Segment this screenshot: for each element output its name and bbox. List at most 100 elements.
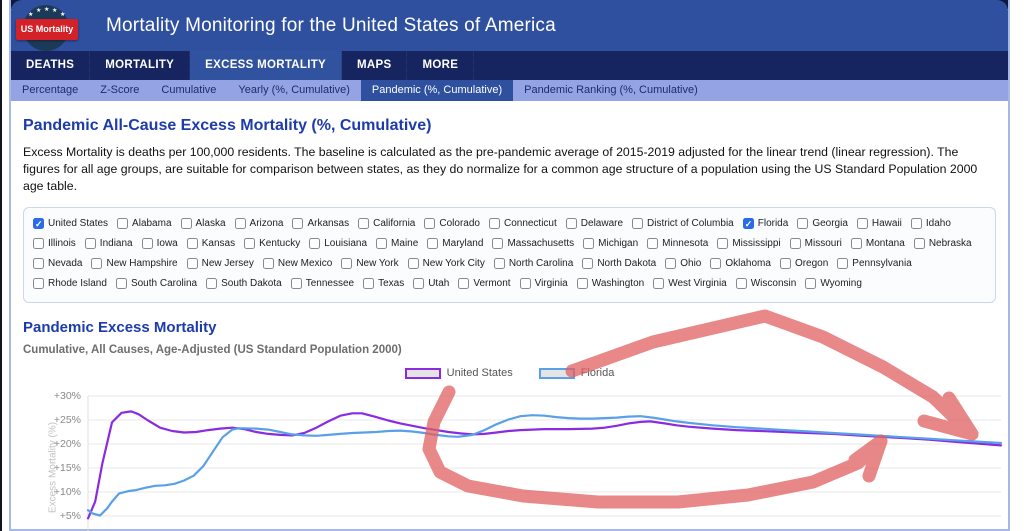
- unchecked-checkbox-icon[interactable]: [262, 258, 274, 269]
- unchecked-checkbox-icon[interactable]: [407, 258, 419, 269]
- unchecked-checkbox-icon[interactable]: [856, 218, 868, 229]
- unchecked-checkbox-icon[interactable]: [309, 238, 321, 249]
- state-checkbox-north-dakota[interactable]: North Dakota: [582, 255, 656, 272]
- unchecked-checkbox-icon[interactable]: [33, 238, 44, 249]
- state-checkbox-south-carolina[interactable]: South Carolina: [115, 275, 197, 292]
- state-checkbox-oregon[interactable]: Oregon: [779, 255, 828, 272]
- state-checkbox-maryland[interactable]: Maryland: [427, 235, 483, 252]
- unchecked-checkbox-icon[interactable]: [910, 218, 922, 229]
- state-checkbox-virginia[interactable]: Virginia: [519, 275, 568, 292]
- unchecked-checkbox-icon[interactable]: [180, 218, 192, 229]
- state-checkbox-arkansas[interactable]: Arkansas: [292, 215, 349, 232]
- state-checkbox-minnesota[interactable]: Minnesota: [647, 235, 708, 252]
- state-checkbox-united-states[interactable]: United States: [33, 215, 108, 233]
- unchecked-checkbox-icon[interactable]: [84, 238, 96, 249]
- unchecked-checkbox-icon[interactable]: [582, 258, 594, 269]
- state-checkbox-oklahoma[interactable]: Oklahoma: [710, 255, 771, 272]
- legend-item-united-states[interactable]: United States: [404, 367, 513, 379]
- unchecked-checkbox-icon[interactable]: [206, 278, 218, 289]
- unchecked-checkbox-icon[interactable]: [376, 238, 388, 249]
- unchecked-checkbox-icon[interactable]: [33, 278, 44, 289]
- state-checkbox-connecticut[interactable]: Connecticut: [488, 215, 557, 232]
- state-checkbox-north-carolina[interactable]: North Carolina: [493, 255, 573, 272]
- state-checkbox-mississippi[interactable]: Mississippi: [717, 235, 781, 252]
- nav-item-more[interactable]: MORE: [407, 51, 475, 80]
- state-checkbox-iowa[interactable]: Iowa: [141, 235, 178, 252]
- state-checkbox-missouri[interactable]: Missouri: [789, 235, 842, 252]
- state-checkbox-pennsylvania[interactable]: Pennsylvania: [837, 255, 912, 272]
- state-checkbox-nevada[interactable]: Nevada: [33, 255, 82, 272]
- state-checkbox-texas[interactable]: Texas: [363, 275, 404, 292]
- checked-checkbox-icon[interactable]: [33, 216, 44, 233]
- subnav-tab-cumulative[interactable]: Cumulative: [161, 84, 217, 96]
- state-checkbox-massachusetts[interactable]: Massachusetts: [492, 235, 574, 252]
- unchecked-checkbox-icon[interactable]: [33, 258, 44, 269]
- state-checkbox-west-virginia[interactable]: West Virginia: [653, 275, 727, 292]
- unchecked-checkbox-icon[interactable]: [797, 218, 809, 229]
- state-checkbox-new-york-city[interactable]: New York City: [407, 255, 485, 272]
- state-checkbox-idaho[interactable]: Idaho: [910, 215, 951, 232]
- subnav-tab-pandemic-cumulative-[interactable]: Pandemic (%, Cumulative): [360, 80, 514, 101]
- unchecked-checkbox-icon[interactable]: [583, 238, 595, 249]
- nav-item-deaths[interactable]: DEATHS: [11, 51, 91, 80]
- unchecked-checkbox-icon[interactable]: [234, 218, 246, 229]
- state-checkbox-florida[interactable]: Florida: [742, 215, 788, 233]
- state-checkbox-alaska[interactable]: Alaska: [180, 215, 226, 232]
- subnav-tab-z-score[interactable]: Z-Score: [100, 84, 140, 96]
- state-checkbox-arizona[interactable]: Arizona: [234, 215, 283, 232]
- state-checkbox-rhode-island[interactable]: Rhode Island: [33, 275, 107, 292]
- state-checkbox-new-jersey[interactable]: New Jersey: [186, 255, 254, 272]
- unchecked-checkbox-icon[interactable]: [186, 258, 198, 269]
- subnav-tab-yearly-cumulative-[interactable]: Yearly (%, Cumulative): [238, 84, 350, 96]
- state-checkbox-delaware[interactable]: Delaware: [565, 215, 623, 232]
- unchecked-checkbox-icon[interactable]: [632, 218, 644, 229]
- state-checkbox-alabama[interactable]: Alabama: [117, 215, 172, 232]
- state-checkbox-indiana[interactable]: Indiana: [84, 235, 133, 252]
- unchecked-checkbox-icon[interactable]: [519, 278, 531, 289]
- unchecked-checkbox-icon[interactable]: [665, 258, 677, 269]
- unchecked-checkbox-icon[interactable]: [717, 238, 729, 249]
- unchecked-checkbox-icon[interactable]: [117, 218, 129, 229]
- state-checkbox-washington[interactable]: Washington: [576, 275, 644, 292]
- unchecked-checkbox-icon[interactable]: [141, 238, 153, 249]
- state-checkbox-ohio[interactable]: Ohio: [665, 255, 701, 272]
- nav-item-maps[interactable]: MAPS: [342, 51, 408, 80]
- unchecked-checkbox-icon[interactable]: [358, 218, 370, 229]
- state-checkbox-colorado[interactable]: Colorado: [424, 215, 480, 232]
- unchecked-checkbox-icon[interactable]: [292, 218, 304, 229]
- unchecked-checkbox-icon[interactable]: [115, 278, 127, 289]
- unchecked-checkbox-icon[interactable]: [363, 278, 375, 289]
- unchecked-checkbox-icon[interactable]: [427, 238, 439, 249]
- unchecked-checkbox-icon[interactable]: [837, 258, 849, 269]
- state-checkbox-georgia[interactable]: Georgia: [797, 215, 848, 232]
- unchecked-checkbox-icon[interactable]: [653, 278, 665, 289]
- unchecked-checkbox-icon[interactable]: [424, 218, 436, 229]
- state-checkbox-louisiana[interactable]: Louisiana: [309, 235, 367, 252]
- unchecked-checkbox-icon[interactable]: [565, 218, 577, 229]
- state-checkbox-wyoming[interactable]: Wyoming: [805, 275, 862, 292]
- unchecked-checkbox-icon[interactable]: [91, 258, 103, 269]
- unchecked-checkbox-icon[interactable]: [244, 238, 256, 249]
- state-checkbox-vermont[interactable]: Vermont: [458, 275, 511, 292]
- unchecked-checkbox-icon[interactable]: [647, 238, 659, 249]
- state-checkbox-kentucky[interactable]: Kentucky: [244, 235, 300, 252]
- unchecked-checkbox-icon[interactable]: [735, 278, 747, 289]
- nav-item-excess-mortality[interactable]: EXCESS MORTALITY: [190, 51, 343, 80]
- unchecked-checkbox-icon[interactable]: [805, 278, 817, 289]
- unchecked-checkbox-icon[interactable]: [492, 238, 504, 249]
- state-checkbox-illinois[interactable]: Illinois: [33, 235, 76, 252]
- state-checkbox-california[interactable]: California: [358, 215, 415, 232]
- state-checkbox-new-mexico[interactable]: New Mexico: [262, 255, 332, 272]
- subnav-tab-pandemic-ranking-cumulative-[interactable]: Pandemic Ranking (%, Cumulative): [524, 84, 698, 96]
- subnav-tab-percentage[interactable]: Percentage: [22, 84, 79, 96]
- unchecked-checkbox-icon[interactable]: [789, 238, 801, 249]
- state-checkbox-hawaii[interactable]: Hawaii: [856, 215, 902, 232]
- state-checkbox-montana[interactable]: Montana: [850, 235, 905, 252]
- unchecked-checkbox-icon[interactable]: [413, 278, 425, 289]
- state-checkbox-nebraska[interactable]: Nebraska: [913, 235, 972, 252]
- state-checkbox-district-of-columbia[interactable]: District of Columbia: [632, 215, 734, 232]
- nav-item-mortality[interactable]: MORTALITY: [90, 51, 191, 80]
- unchecked-checkbox-icon[interactable]: [576, 278, 588, 289]
- state-checkbox-tennessee[interactable]: Tennessee: [290, 275, 354, 292]
- unchecked-checkbox-icon[interactable]: [290, 278, 302, 289]
